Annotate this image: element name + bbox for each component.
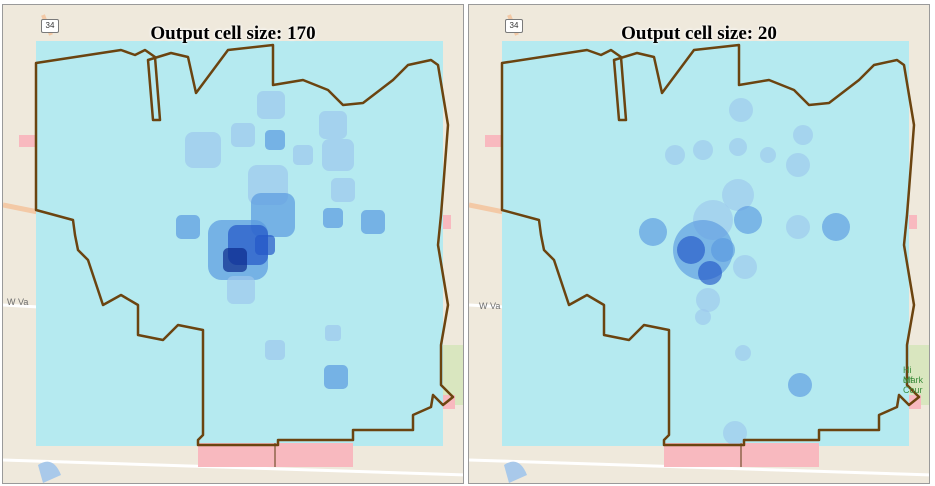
density-map-20	[469, 5, 929, 483]
density-circle	[729, 98, 753, 122]
panel-title: Output cell size: 20	[621, 23, 777, 44]
golf-course-label: Hi Mark	[903, 365, 923, 385]
road-minor	[469, 303, 506, 309]
road-minor	[469, 458, 929, 477]
highway-shield: 34	[41, 19, 59, 33]
density-cell	[325, 325, 341, 341]
density-circle	[695, 309, 711, 325]
raster-nodata	[443, 215, 451, 229]
density-circle	[793, 125, 813, 145]
street-label: W Va	[7, 297, 29, 307]
density-cell	[324, 365, 348, 389]
density-cell	[319, 111, 347, 139]
density-circle	[698, 261, 722, 285]
density-cell	[176, 215, 200, 239]
city-boundary	[34, 43, 455, 447]
density-circle	[733, 255, 757, 279]
density-circle	[722, 179, 754, 211]
density-circle	[693, 140, 713, 160]
lake	[504, 461, 527, 483]
density-circle	[677, 236, 705, 264]
raster-nodata	[19, 135, 37, 147]
density-cell	[265, 130, 285, 150]
density-cell	[227, 276, 255, 304]
density-cell	[361, 210, 385, 234]
density-map-170	[3, 5, 463, 483]
density-cell	[257, 91, 285, 119]
density-circle	[786, 153, 810, 177]
map-panel-cell-20: 34 W Va Hi Mark olf Cour Output cell siz…	[468, 4, 930, 484]
golf-course-label-2: olf Cour	[903, 375, 923, 395]
density-circle	[760, 147, 776, 163]
density-circle	[735, 345, 751, 361]
raster-nodata	[485, 135, 503, 147]
density-cell	[323, 208, 343, 228]
density-circle	[729, 138, 747, 156]
map-panel-cell-170: 34 W Va Output cell size: 170	[2, 4, 464, 484]
panel-title: Output cell size: 170	[150, 23, 316, 44]
road-minor	[3, 303, 40, 309]
density-circle	[639, 218, 667, 246]
density-circle	[723, 421, 747, 445]
raster-nodata	[909, 215, 917, 229]
density-cell	[223, 248, 247, 272]
highway-shield: 34	[505, 19, 523, 33]
density-cell	[255, 235, 275, 255]
density-circle	[788, 373, 812, 397]
road-minor	[3, 458, 463, 477]
lake	[38, 461, 61, 483]
density-cell	[231, 123, 255, 147]
city-boundary	[500, 43, 921, 447]
street-label: W Va	[479, 301, 501, 311]
density-cell	[293, 145, 313, 165]
density-cell	[265, 340, 285, 360]
density-cell	[322, 139, 354, 171]
density-circle	[711, 238, 735, 262]
density-circle	[696, 288, 720, 312]
density-circle	[734, 206, 762, 234]
density-cell	[185, 132, 221, 168]
density-circle	[786, 215, 810, 239]
density-circle	[822, 213, 850, 241]
density-circle	[665, 145, 685, 165]
density-cell	[331, 178, 355, 202]
